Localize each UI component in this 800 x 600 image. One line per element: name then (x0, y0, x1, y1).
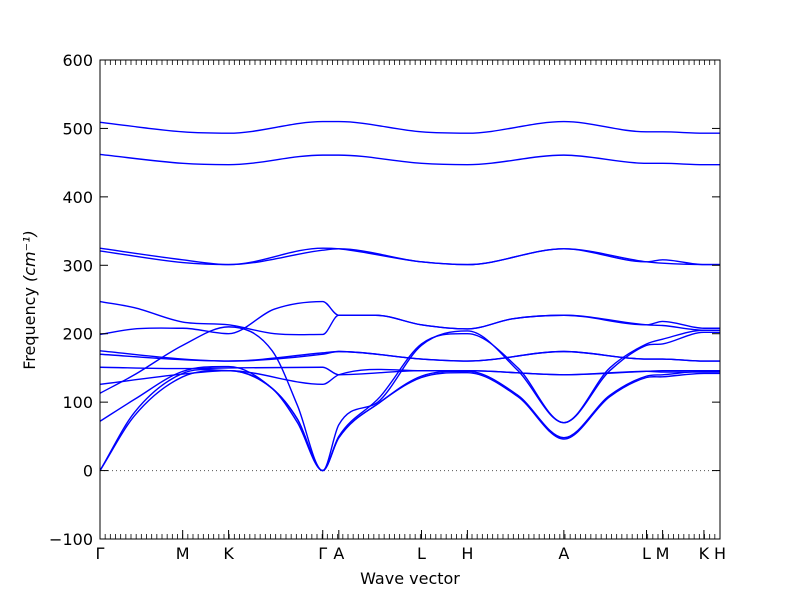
x-tick-label: L (642, 544, 651, 563)
series-group (99, 120, 720, 472)
x-axis-title: Wave vector (360, 569, 460, 588)
y-tick-label: 500 (62, 119, 93, 138)
series-line-14 (99, 369, 720, 472)
y-tick-label: 200 (62, 325, 93, 344)
x-tick-label: M (656, 544, 670, 563)
y-tick-label: 100 (62, 393, 93, 412)
y-tick-label: −100 (49, 530, 93, 549)
x-tick-label: Γ (96, 544, 105, 563)
series-line-6 (99, 300, 720, 336)
series-line-4 (99, 248, 720, 266)
x-tick-label: A (558, 544, 569, 563)
x-tick-label: H (714, 544, 726, 563)
y-axis-title-unit: (cm⁻¹) (20, 230, 39, 282)
x-tick-label: H (461, 544, 473, 563)
y-axis-title: Frequency (cm⁻¹) (20, 230, 39, 369)
series-line-11 (99, 326, 720, 472)
y-tick-label: 400 (62, 188, 93, 207)
series-line-8 (99, 350, 720, 362)
x-tick-label: K (699, 544, 710, 563)
series-line-12 (99, 330, 720, 472)
y-tick-label: 0 (83, 462, 93, 481)
x-tick-label: M (176, 544, 190, 563)
series-line-2 (99, 153, 720, 166)
x-tick-label: Γ (318, 544, 327, 563)
x-tick-label: K (223, 544, 234, 563)
series-line-1 (99, 120, 720, 134)
y-tick-label: 600 (62, 51, 93, 70)
x-tick-label: A (333, 544, 344, 563)
x-tick-label: L (417, 544, 426, 563)
y-axis-title-text: Frequency (20, 282, 39, 370)
y-tick-label: 300 (62, 256, 93, 275)
